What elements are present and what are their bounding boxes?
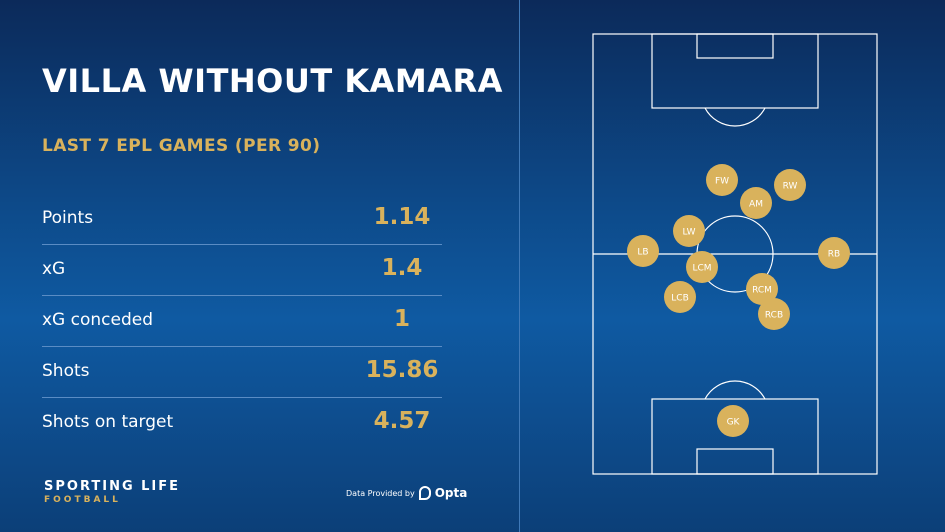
brand-sub: FOOTBALL (44, 495, 121, 505)
player-marker-lb: LB (627, 235, 659, 267)
top-penalty-box (651, 33, 819, 109)
player-dot (673, 215, 705, 247)
player-label: LCB (671, 294, 688, 304)
player-marker-gk: GK (717, 405, 749, 437)
stat-value: 1.4 (381, 255, 423, 281)
player-marker-lw: LW (673, 215, 705, 247)
player-marker-rb: RB (818, 237, 850, 269)
stat-value: 4.57 (373, 408, 431, 434)
player-dot (746, 273, 778, 305)
stat-row-xg-conceded: xG conceded 1 (42, 296, 442, 347)
opta-icon (418, 486, 431, 500)
player-label: RB (828, 250, 840, 260)
player-dot (818, 237, 850, 269)
stat-row-shots: Shots 15.86 (42, 347, 442, 398)
player-dot (758, 298, 790, 330)
player-marker-fw: FW (706, 164, 738, 196)
stat-row-shots-on-target: Shots on target 4.57 (42, 398, 442, 448)
stat-label: xG (42, 259, 66, 279)
stat-label: Shots (42, 361, 90, 381)
player-label: RCB (765, 311, 783, 321)
stats-table: Points 1.14 xG 1.4 xG conceded 1 Shots 1… (42, 194, 442, 448)
player-dot (664, 281, 696, 313)
stat-value: 15.86 (365, 357, 439, 383)
player-label: LB (637, 248, 648, 258)
stat-value: 1 (393, 306, 410, 332)
bottom-penalty-arc (704, 380, 766, 400)
player-dot (686, 251, 718, 283)
stat-value: 1.14 (373, 204, 431, 230)
stat-label: Shots on target (42, 412, 174, 432)
stat-label: Points (42, 208, 94, 228)
player-label: LW (682, 228, 695, 238)
sporting-life-logo: SPORTING LIFE FOOTBALL (44, 479, 180, 505)
player-label: FW (715, 177, 729, 187)
top-penalty-arc (704, 107, 766, 127)
player-label: AM (749, 200, 763, 210)
player-marker-rw: RW (774, 169, 806, 201)
stat-label: xG conceded (42, 310, 154, 330)
player-label: RW (783, 182, 798, 192)
player-marker-rcm: RCM (746, 273, 778, 305)
bottom-six-yard-box (696, 448, 774, 475)
stat-row-xg: xG 1.4 (42, 245, 442, 296)
player-label: LCM (692, 264, 711, 274)
player-marker-am: AM (740, 187, 772, 219)
player-markers: FW RW AM LW LB RB LCM RCM (627, 164, 850, 437)
player-dot (774, 169, 806, 201)
credit-prefix: Data Provided by (346, 488, 415, 498)
pitch-lines (592, 33, 878, 475)
player-label: GK (727, 418, 741, 428)
player-label: RCM (752, 286, 772, 296)
player-marker-lcm: LCM (686, 251, 718, 283)
player-dot (717, 405, 749, 437)
top-six-yard-box (696, 33, 774, 59)
player-dot (740, 187, 772, 219)
data-credit: Data Provided by Opta (346, 486, 467, 500)
page-title: VILLA WITHOUT KAMARA (42, 62, 503, 100)
player-marker-rcb: RCB (758, 298, 790, 330)
page-subtitle: LAST 7 EPL GAMES (PER 90) (42, 136, 321, 156)
player-marker-lcb: LCB (664, 281, 696, 313)
stat-row-points: Points 1.14 (42, 194, 442, 245)
player-dot (627, 235, 659, 267)
credit-provider: Opta (434, 486, 468, 500)
panel-divider (519, 0, 520, 532)
brand-main: SPORTING LIFE (44, 479, 181, 494)
player-dot (706, 164, 738, 196)
